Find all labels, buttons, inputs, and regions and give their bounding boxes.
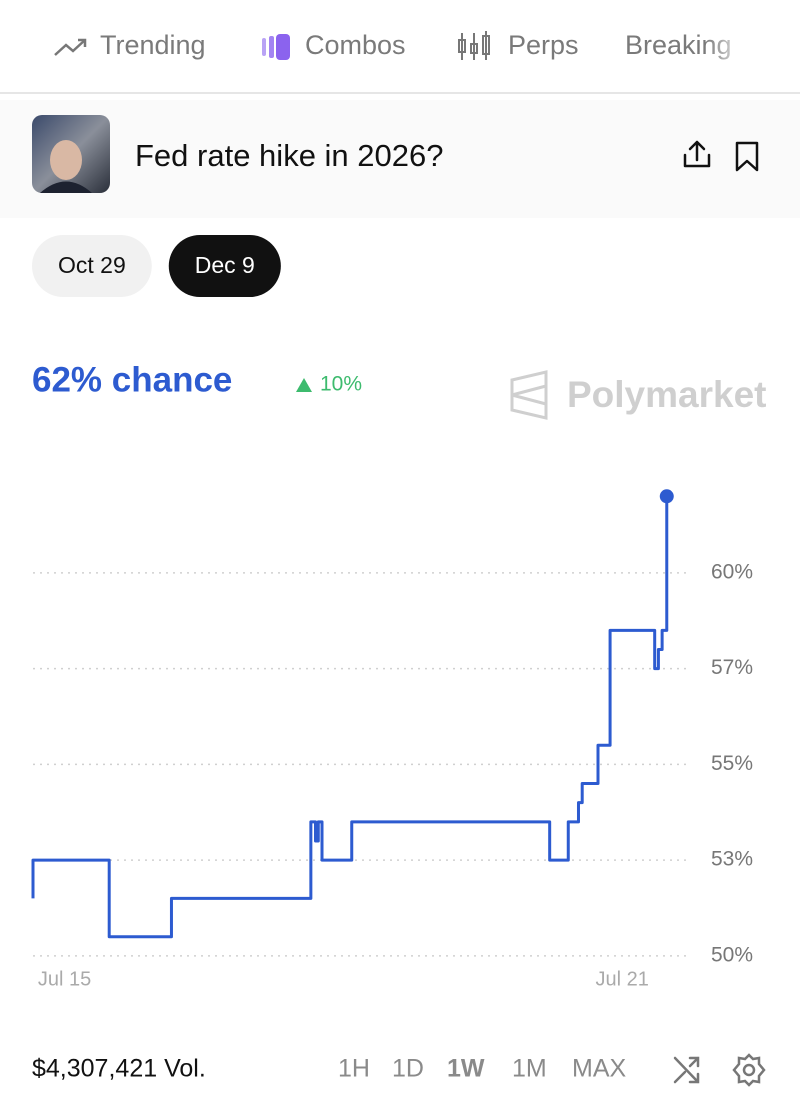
change-arrow [296,378,312,392]
y-tick-label: 50% [711,943,753,966]
change: 10% [320,373,362,396]
nav-tab[interactable]: Combos [305,30,406,60]
trending-icon-arrow [78,38,87,47]
perps-icon [458,31,490,60]
x-tick-label: Jul 21 [595,968,648,990]
y-tick-label: 53% [711,848,753,871]
settings-button[interactable] [732,1053,766,1087]
nav-bar: Trending Combos Perps Breaking [54,20,748,80]
timeframe-button[interactable]: 1M [512,1055,547,1083]
combos-icon [269,36,274,58]
y-tick-label: 60% [711,560,753,583]
market-image-suit [40,181,92,193]
date-pill[interactable]: Oct 29 [32,235,152,297]
trending-icon [54,39,86,56]
price-line [31,496,669,939]
y-tick-label: 57% [711,656,753,679]
timeframe-button[interactable]: 1D [392,1055,424,1083]
date-pill-label: Oct 29 [58,252,126,278]
nav-tab[interactable]: Trending [100,30,206,60]
combos-icon [276,34,290,60]
timeframe-button[interactable]: 1H [338,1055,370,1083]
last-point [659,489,674,504]
date-options: Oct 29 Dec 9 [32,235,281,297]
nav-fade [705,20,748,80]
market-header [0,100,800,218]
share-button[interactable] [683,140,711,168]
bookmark-button[interactable] [735,141,759,172]
date-pill-bg [168,235,281,297]
timeframe-button[interactable]: 1W [447,1055,485,1083]
brand-logo [510,370,548,420]
nav-tab[interactable]: Perps [508,30,579,60]
x-tick-label: Jul 15 [38,968,91,990]
timeframe-button[interactable]: MAX [572,1055,627,1083]
market-image-face [50,140,82,180]
combos-icon [262,38,266,56]
market-title: Fed rate hike in 2026? [135,138,444,173]
brand-watermark: Polymarket [567,374,767,415]
y-tick-label: 55% [711,752,753,775]
chart: 50% 53% 55% 57% 60% Jul 15 Jul 21 [31,489,753,990]
date-pill[interactable]: Dec 9 [168,235,281,297]
volume: $4,307,421 Vol. [32,1055,206,1083]
shuffle-button[interactable] [673,1056,700,1084]
chance: 62% chance [32,360,232,399]
date-pill-bg [32,235,152,297]
timeframes: 1H 1D 1W 1M MAX [338,1055,627,1083]
date-pill-label: Dec 9 [195,252,255,278]
